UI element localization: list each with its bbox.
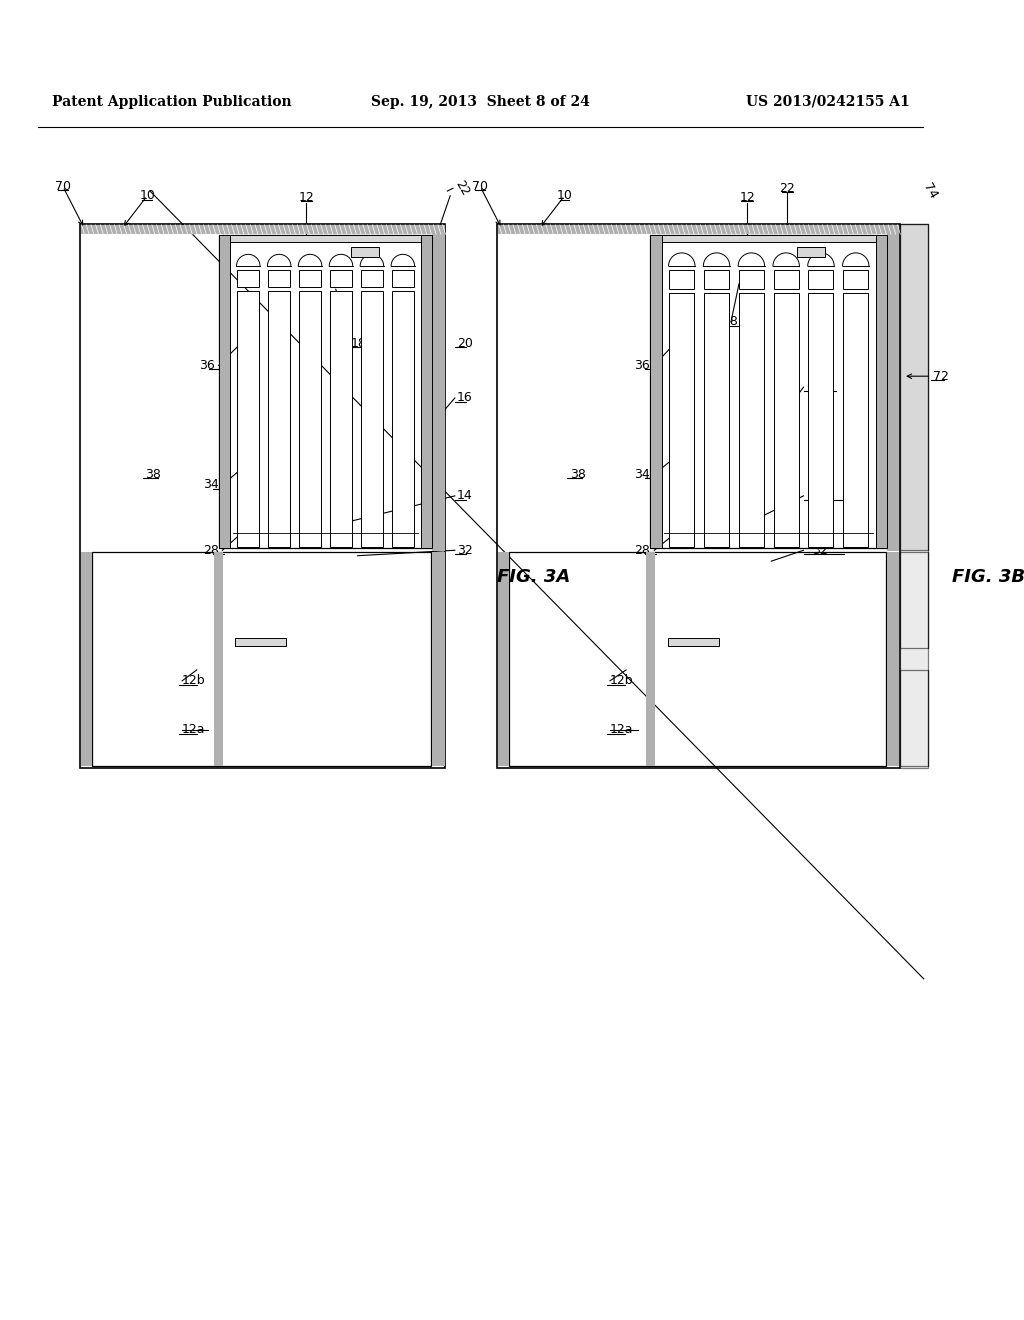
- Text: US 2013/0242155 A1: US 2013/0242155 A1: [745, 95, 909, 110]
- Bar: [238, 269, 259, 286]
- Bar: [268, 290, 290, 546]
- Text: 12: 12: [299, 191, 314, 205]
- Bar: [392, 269, 414, 286]
- Text: 22: 22: [453, 178, 472, 198]
- Bar: [80, 224, 445, 768]
- Bar: [432, 552, 444, 766]
- Text: FIG. 3B: FIG. 3B: [952, 569, 1024, 586]
- Text: 20: 20: [779, 293, 796, 306]
- Bar: [432, 224, 444, 552]
- Text: 36: 36: [635, 359, 650, 372]
- Bar: [650, 235, 887, 548]
- Text: 32: 32: [812, 544, 827, 557]
- Text: 28: 28: [203, 544, 219, 557]
- Text: 74: 74: [921, 181, 940, 201]
- Bar: [798, 247, 825, 256]
- Bar: [509, 552, 887, 766]
- Bar: [497, 224, 900, 768]
- Bar: [330, 269, 352, 286]
- Bar: [498, 552, 509, 766]
- Text: 18: 18: [350, 337, 367, 350]
- Bar: [360, 290, 383, 546]
- Bar: [900, 552, 929, 648]
- Bar: [739, 293, 764, 546]
- Bar: [392, 290, 414, 546]
- Text: 22: 22: [779, 182, 796, 195]
- Text: 36: 36: [200, 359, 215, 372]
- Bar: [887, 552, 899, 766]
- Bar: [268, 269, 290, 286]
- Bar: [670, 293, 694, 546]
- Bar: [876, 235, 887, 548]
- Bar: [887, 224, 899, 552]
- Text: 14: 14: [812, 490, 827, 503]
- Text: 28: 28: [635, 544, 650, 557]
- Bar: [330, 290, 352, 546]
- Text: 12: 12: [739, 191, 755, 205]
- Text: 72: 72: [933, 370, 949, 383]
- Text: 38: 38: [569, 467, 586, 480]
- Bar: [739, 269, 764, 289]
- Bar: [498, 224, 899, 234]
- Bar: [92, 552, 431, 766]
- Bar: [900, 224, 929, 550]
- Bar: [219, 235, 432, 242]
- Text: 20: 20: [457, 337, 473, 350]
- Text: 18: 18: [723, 315, 738, 329]
- Text: 16: 16: [812, 380, 827, 393]
- Bar: [900, 669, 929, 766]
- Text: 12b: 12b: [610, 675, 634, 688]
- Bar: [650, 235, 662, 548]
- Bar: [705, 293, 729, 546]
- Bar: [81, 224, 444, 234]
- Text: 38: 38: [145, 467, 162, 480]
- Bar: [670, 269, 694, 289]
- Text: Patent Application Publication: Patent Application Publication: [51, 95, 291, 110]
- Text: 14: 14: [457, 490, 472, 503]
- Bar: [234, 638, 286, 645]
- Text: 34: 34: [635, 467, 650, 480]
- Bar: [668, 638, 719, 645]
- Bar: [808, 269, 834, 289]
- Bar: [219, 235, 432, 548]
- Text: 32: 32: [457, 544, 472, 557]
- Bar: [774, 293, 799, 546]
- Text: 10: 10: [557, 189, 572, 202]
- Bar: [843, 269, 868, 289]
- Text: 70: 70: [472, 180, 488, 193]
- Text: 16: 16: [457, 392, 472, 404]
- Text: 34: 34: [203, 478, 219, 491]
- Bar: [238, 290, 259, 546]
- Bar: [645, 552, 655, 766]
- Text: 10: 10: [139, 189, 156, 202]
- Bar: [299, 269, 322, 286]
- Text: 12a: 12a: [610, 723, 634, 737]
- Text: 70: 70: [55, 180, 71, 193]
- Text: FIG. 3A: FIG. 3A: [497, 569, 570, 586]
- Text: 12b: 12b: [182, 675, 206, 688]
- Bar: [360, 269, 383, 286]
- Bar: [219, 235, 230, 548]
- Text: Sep. 19, 2013  Sheet 8 of 24: Sep. 19, 2013 Sheet 8 of 24: [371, 95, 590, 110]
- Bar: [900, 224, 929, 768]
- Bar: [81, 552, 92, 766]
- Bar: [774, 269, 799, 289]
- Bar: [705, 269, 729, 289]
- Bar: [808, 293, 834, 546]
- Bar: [843, 293, 868, 546]
- Bar: [650, 235, 887, 242]
- Bar: [351, 247, 379, 256]
- Bar: [421, 235, 432, 548]
- Bar: [299, 290, 322, 546]
- Bar: [214, 552, 223, 766]
- Text: 12a: 12a: [182, 723, 206, 737]
